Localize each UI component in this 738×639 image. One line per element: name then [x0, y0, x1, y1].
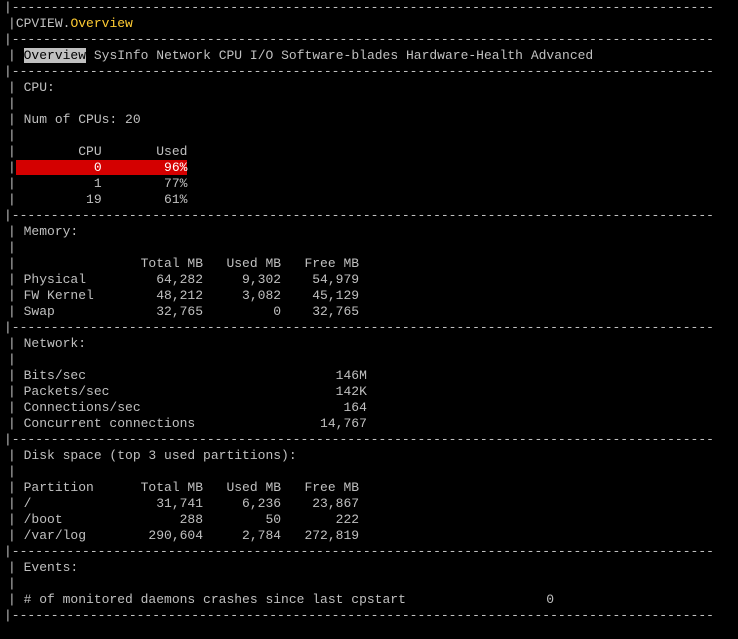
memory-section: | Memory: | | Total MB Used MB Free MB| …	[0, 224, 738, 320]
network-row: | Packets/sec 142K	[8, 384, 730, 400]
separator: |---------------------------------------…	[0, 432, 738, 448]
tab-i/o[interactable]: I/O	[250, 48, 273, 63]
memory-row: | FW Kernel 48,212 3,082 45,129	[8, 288, 730, 304]
memory-row: | Swap 32,765 0 32,765	[8, 304, 730, 320]
separator: |---------------------------------------…	[0, 64, 738, 80]
cpu-table-header: | CPU Used	[8, 144, 730, 160]
tab-software-blades[interactable]: Software-blades	[281, 48, 398, 63]
memory-row: | Physical 64,282 9,302 54,979	[8, 272, 730, 288]
cpu-label: CPU:	[24, 80, 55, 95]
tab-advanced[interactable]: Advanced	[531, 48, 593, 63]
tab-bar: | Overview SysInfo Network CPU I/O Softw…	[0, 48, 738, 64]
separator: |---------------------------------------…	[0, 32, 738, 48]
cpu-row: | 0 96%	[8, 160, 730, 176]
separator: |---------------------------------------…	[0, 320, 738, 336]
tab-cpu[interactable]: CPU	[219, 48, 242, 63]
separator-bottom: |---------------------------------------…	[0, 608, 738, 624]
memory-label: Memory:	[24, 224, 79, 239]
separator: |---------------------------------------…	[0, 208, 738, 224]
cpu-section: | CPU: | | Num of CPUs: 20 | | CPU Used|…	[0, 80, 738, 208]
tab-hardware-health[interactable]: Hardware-Health	[406, 48, 523, 63]
disk-section: | Disk space (top 3 used partitions): | …	[0, 448, 738, 544]
network-row: | Connections/sec 164	[8, 400, 730, 416]
network-row: | Bits/sec 146M	[8, 368, 730, 384]
tab-network[interactable]: Network	[156, 48, 211, 63]
cpu-row: | 1 77%	[8, 176, 730, 192]
events-section: | Events: | | # of monitored daemons cra…	[0, 560, 738, 608]
separator-top: |---------------------------------------…	[0, 0, 738, 16]
disk-row: | / 31,741 6,236 23,867	[8, 496, 730, 512]
separator: |---------------------------------------…	[0, 544, 738, 560]
breadcrumb: Overview	[70, 16, 132, 31]
network-section: | Network: | | Bits/sec 146M| Packets/se…	[0, 336, 738, 432]
disk-row: | /boot 288 50 222	[8, 512, 730, 528]
disk-table-header: | Partition Total MB Used MB Free MB	[8, 480, 730, 496]
network-row: | Concurrent connections 14,767	[8, 416, 730, 432]
cpu-count-label: Num of CPUs:	[24, 112, 118, 127]
title-bar: |CPVIEW.Overview	[0, 16, 738, 32]
cpu-count: 20	[117, 112, 140, 127]
tab-sysinfo[interactable]: SysInfo	[94, 48, 149, 63]
network-label: Network:	[24, 336, 86, 351]
disk-row: | /var/log 290,604 2,784 272,819	[8, 528, 730, 544]
memory-table-header: | Total MB Used MB Free MB	[8, 256, 730, 272]
events-row: | # of monitored daemons crashes since l…	[8, 592, 730, 608]
app-name: CPVIEW	[16, 16, 63, 31]
tab-overview[interactable]: Overview	[24, 48, 86, 63]
cpu-row: | 19 61%	[8, 192, 730, 208]
disk-label: Disk space (top 3 used partitions):	[24, 448, 297, 463]
events-label: Events:	[24, 560, 79, 575]
